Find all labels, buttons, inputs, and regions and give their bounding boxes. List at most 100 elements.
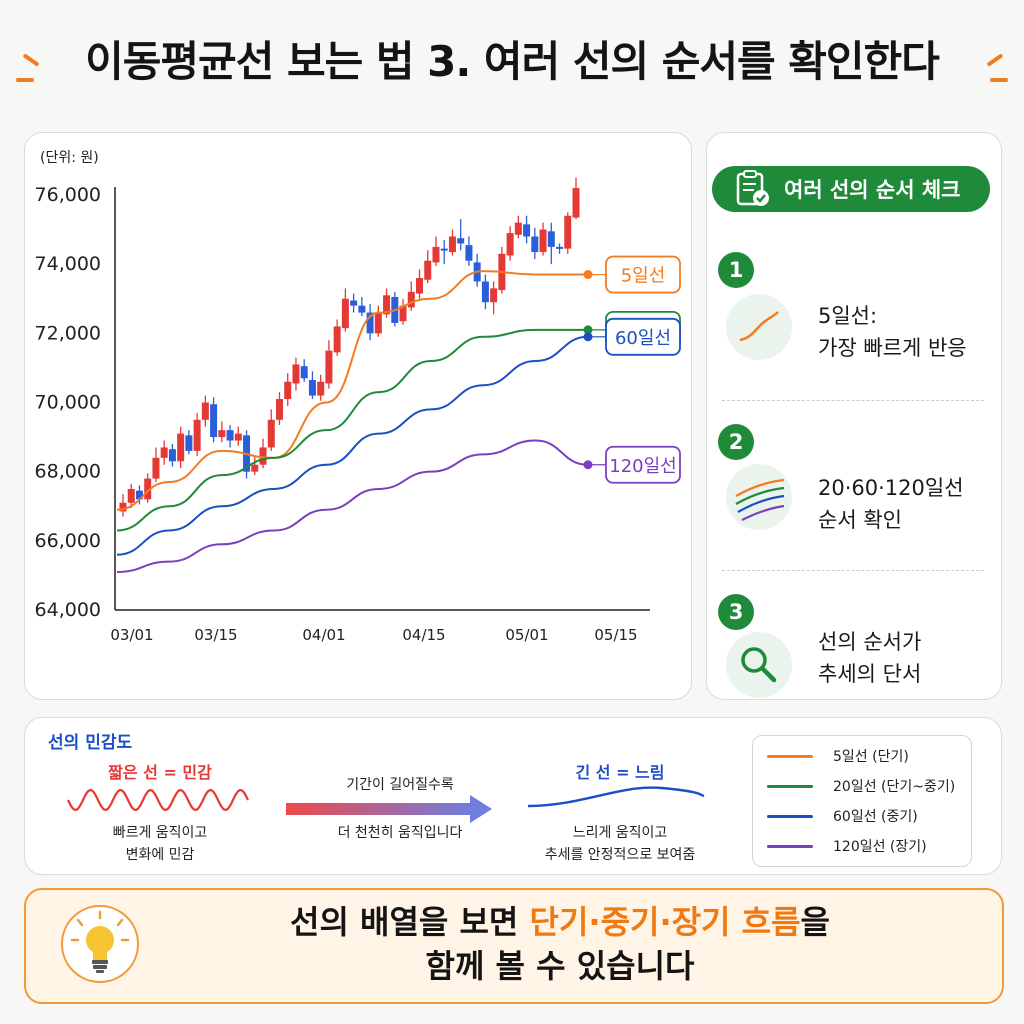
candle-body	[432, 246, 440, 263]
decor-ray	[990, 78, 1008, 82]
legend-label: 20일선 (단기~중기)	[833, 779, 956, 795]
candle-body	[193, 419, 201, 451]
step-3-line1: 선의 순서가	[818, 630, 922, 654]
candle-body	[407, 291, 415, 308]
step-divider	[722, 400, 984, 401]
legend-swatch	[767, 844, 813, 848]
short-line-desc-2: 변화에 민감	[125, 847, 195, 863]
decor-ray	[16, 78, 34, 82]
step-3-thumb	[726, 632, 792, 698]
checklist-badge: 여러 선의 순서 체크	[712, 166, 990, 212]
x-tick-label: 05/15	[594, 626, 637, 644]
step-3-line2: 추세의 단서	[818, 662, 922, 686]
candle-body	[177, 433, 185, 462]
candle-body	[185, 435, 193, 451]
ma-line-60일선	[116, 335, 589, 556]
candle-body	[399, 305, 407, 322]
y-tick-label: 74,000	[35, 253, 101, 275]
short-line-desc: 빠르게 움직이고 변화에 민감	[70, 822, 250, 866]
candle-body	[160, 447, 168, 458]
candle-body	[234, 433, 242, 441]
gradient-arrow-icon	[286, 795, 492, 823]
footer-line-2: 함께 볼 수 있습니다	[425, 947, 695, 985]
y-tick-label: 70,000	[35, 392, 101, 414]
y-tick-label: 66,000	[35, 530, 101, 552]
step-1-thumb	[726, 294, 792, 360]
candle-body	[448, 236, 456, 253]
candle-body	[251, 464, 259, 472]
y-tick-label: 68,000	[35, 461, 101, 483]
candle-body	[267, 419, 275, 448]
page-title: 이동평균선 보는 법 3. 여러 선의 순서를 확인한다	[85, 37, 940, 86]
legend-swatch	[767, 814, 813, 818]
step-1-line2: 가장 빠르게 반응	[818, 336, 967, 360]
checklist-badge-label: 여러 선의 순서 체크	[784, 178, 961, 202]
candle-body	[523, 224, 531, 237]
legend-swatch	[767, 784, 813, 788]
candle-body	[481, 281, 489, 303]
ma-label-box	[605, 317, 681, 356]
ma-label: 5일선	[621, 266, 666, 287]
candle-body	[366, 312, 374, 334]
step-2-thumb	[726, 464, 792, 530]
ma-label-box	[605, 445, 681, 484]
checklist-panel	[706, 132, 1002, 700]
step-3-number: 3	[718, 594, 754, 630]
x-tick-label: 03/01	[110, 626, 153, 644]
candle-body	[424, 260, 432, 280]
footer-callout	[24, 888, 1004, 1004]
candle-body	[358, 305, 366, 313]
footer-highlight: 단기·중기·장기 흐름	[529, 903, 801, 941]
arrow-top-text: 기간이 길어질수록	[346, 777, 454, 793]
ma-line-5일선	[116, 270, 588, 511]
candle-body	[325, 350, 333, 384]
candle-body	[350, 300, 358, 306]
multi-line-icon	[735, 478, 785, 521]
legend: 5일선 (단기) 20일선 (단기~중기) 60일선 (중기) 120일선 (장…	[752, 735, 972, 867]
short-line-desc-1: 빠르게 움직이고	[112, 825, 208, 841]
y-tick-label: 64,000	[35, 599, 101, 621]
lightbulb-icon	[61, 905, 139, 983]
arrow-bottom-text: 더 천천히 움직입니다	[337, 825, 463, 841]
step-divider	[722, 570, 984, 571]
short-line-title: 짧은 선 = 민감	[108, 763, 212, 782]
candle-body	[383, 295, 391, 315]
candle-body	[300, 366, 308, 379]
candle-body	[317, 381, 325, 396]
long-line-desc: 느리게 움직이고 추세를 안정적으로 보여줌	[510, 822, 730, 866]
legend-swatch	[767, 754, 813, 758]
candle-body	[292, 364, 300, 384]
sensitivity-title: 선의 민감도	[48, 733, 133, 753]
candle-body	[275, 399, 283, 420]
candle-body	[333, 326, 341, 353]
ma-label-box	[605, 255, 681, 294]
candle-body	[210, 404, 218, 438]
candle-body	[218, 430, 226, 438]
legend-item: 20일선 (단기~중기)	[767, 776, 955, 796]
legend-item: 5일선 (단기)	[767, 746, 909, 766]
candle-body	[127, 488, 135, 503]
candle-body	[374, 312, 382, 334]
legend-label: 120일선 (장기)	[833, 839, 927, 855]
unit-label: (단위: 원)	[40, 150, 99, 166]
long-line-desc-2: 추세를 안정적으로 보여줌	[544, 847, 696, 863]
long-line-title: 긴 선 = 느림	[575, 763, 665, 782]
short-line-icon	[739, 311, 779, 342]
magnifier-icon	[741, 647, 777, 683]
candle-body	[341, 298, 349, 329]
candle-body	[539, 229, 547, 253]
y-tick-label: 76,000	[35, 184, 101, 206]
step-1-number: 1	[718, 252, 754, 288]
candle-body	[572, 188, 580, 218]
step-2-line2: 순서 확인	[818, 508, 902, 532]
x-tick-label: 05/01	[505, 626, 548, 644]
x-tick-label: 04/01	[302, 626, 345, 644]
candle-body	[514, 222, 522, 235]
candle-body	[531, 236, 539, 253]
ma-label: 60일선	[615, 328, 671, 349]
x-tick-label: 04/15	[402, 626, 445, 644]
candle-body	[144, 478, 152, 500]
ma-line-20일선	[116, 328, 588, 532]
candle-body	[226, 430, 234, 441]
footer-text-post: 을	[800, 903, 830, 941]
